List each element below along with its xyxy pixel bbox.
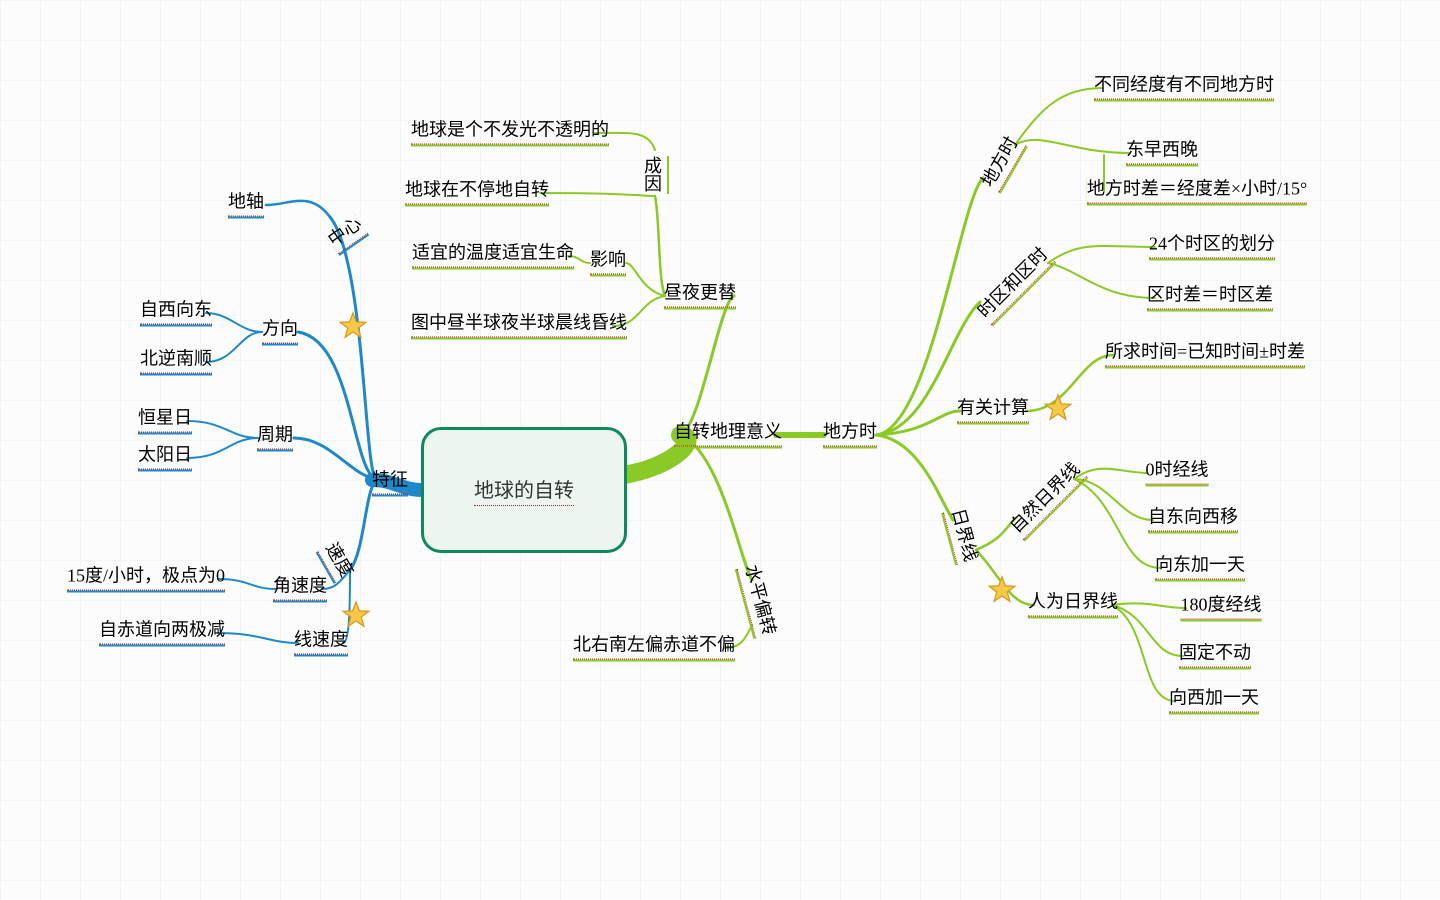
node-dq1: 地球是个不发光不透明的	[411, 116, 609, 145]
edge	[206, 313, 262, 332]
edge	[218, 633, 298, 643]
node-zygt: 昼夜更替	[664, 279, 736, 308]
node-dfs2: 地方时	[974, 131, 1026, 192]
node-tyr: 太阳日	[138, 441, 192, 470]
node-tezheng: 特征	[372, 466, 408, 495]
node-rjx: 日界线	[943, 505, 985, 565]
root-label: 地球的自转	[474, 474, 574, 506]
edge	[330, 217, 376, 479]
star-icon	[338, 311, 368, 341]
edge	[876, 435, 953, 520]
edge	[876, 411, 960, 435]
star-icon	[341, 600, 371, 630]
root-node: 地球的自转	[421, 427, 627, 553]
node-xxjyt: 向西加一天	[1169, 684, 1259, 713]
node-l0: 0时经线	[1146, 456, 1209, 485]
edge	[1112, 605, 1183, 656]
edge	[680, 296, 734, 435]
edge	[540, 193, 655, 196]
node-hxr: 恒星日	[138, 404, 192, 433]
node-zhouqi: 周期	[257, 421, 293, 450]
node-chengyin: 成因	[639, 156, 669, 194]
node-l180: 180度经线	[1181, 591, 1262, 620]
node-gdbd: 固定不动	[1179, 639, 1251, 668]
node-dizhou: 地轴	[228, 188, 264, 217]
node-bnns: 北逆南顺	[140, 345, 212, 374]
node-zhongxin: 中心	[322, 210, 368, 254]
node-bynz: 北右南左偏赤道不偏	[573, 631, 735, 660]
edge	[680, 435, 752, 580]
node-zdxxy: 自东向西移	[1148, 503, 1238, 532]
edge	[1015, 140, 1129, 153]
node-xdjyt: 向东加一天	[1155, 551, 1245, 580]
node-sqhqs: 时区和区时	[971, 241, 1055, 325]
node-zzdlyy: 自转地理意义	[674, 418, 782, 447]
node-spzp: 水平偏转	[737, 561, 784, 638]
edge	[266, 201, 330, 217]
edge	[626, 263, 665, 296]
node-zcd: 自赤道向两极减	[99, 616, 225, 645]
edge	[1015, 88, 1102, 145]
node-shiyi: 适宜的温度适宜生命	[412, 239, 574, 268]
node-dzxw: 东早西晚	[1126, 136, 1198, 165]
node-jsd: 角速度	[273, 572, 327, 601]
edge	[1048, 263, 1155, 298]
node-sq24: 24个时区的划分	[1149, 230, 1275, 259]
node-yingxiang: 影响	[590, 246, 626, 275]
node-bdjd: 不同经度有不同地方时	[1094, 71, 1274, 100]
node-dfsc: 地方时差＝经度差×小时/15°	[1087, 175, 1307, 204]
node-zrrjx: 自然日界线	[1003, 456, 1087, 540]
node-fangxiang: 方向	[262, 315, 298, 344]
edge	[187, 438, 258, 458]
node-zxxd: 自西向东	[140, 296, 212, 325]
edge	[218, 579, 277, 589]
node-qsc: 区时差＝时区差	[1147, 281, 1273, 310]
edge-layer	[0, 0, 1440, 900]
edge	[187, 421, 258, 438]
edge	[298, 332, 376, 479]
node-tuzhong: 图中昼半球夜半球晨线昏线	[411, 309, 627, 338]
edge	[1112, 605, 1175, 701]
edge	[1112, 603, 1186, 608]
node-ygjs: 有关计算	[957, 394, 1029, 423]
edge	[206, 332, 262, 362]
node-dq2: 地球在不停地自转	[405, 176, 549, 205]
edge	[294, 438, 376, 479]
star-icon	[987, 575, 1017, 605]
node-deg15: 15度/小时，极点为0	[67, 562, 225, 591]
edge	[1048, 246, 1155, 263]
node-xsd: 线速度	[294, 626, 348, 655]
edge	[1074, 479, 1153, 520]
mindmap-canvas: { "diagram": { "type": "mindmap", "backg…	[0, 0, 1440, 900]
node-rwrjx: 人为日界线	[1028, 588, 1118, 617]
node-dfs1: 地方时	[823, 418, 877, 447]
star-icon	[1043, 393, 1073, 423]
node-sqsj: 所求时间=已知时间±时差	[1105, 338, 1305, 367]
